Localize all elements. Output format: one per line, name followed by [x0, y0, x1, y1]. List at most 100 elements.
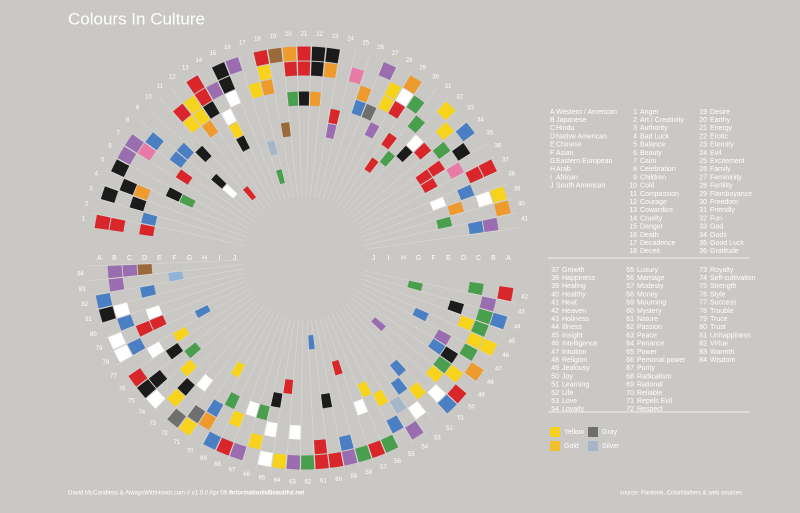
color-cell	[107, 265, 123, 279]
spoke	[270, 319, 295, 472]
color-cell	[314, 454, 329, 470]
topic-key-number: 4	[633, 133, 637, 140]
topic-key-number: 71	[626, 398, 634, 405]
spoke	[285, 319, 299, 474]
topic-key-name: Learning	[562, 382, 589, 389]
legend-swatch	[588, 427, 598, 437]
topic-number: 28	[406, 58, 413, 64]
spoke	[306, 319, 316, 474]
topic-key-number: 50	[551, 373, 559, 380]
topic-key-name: Energy	[710, 125, 733, 132]
topic-number: 13	[182, 66, 189, 72]
color-cell	[298, 91, 310, 106]
color-cell	[479, 296, 497, 312]
spoke	[132, 295, 256, 391]
topic-number: 59	[350, 474, 357, 480]
topic-number: 14	[195, 58, 202, 64]
topic-key-number: 84	[699, 357, 707, 364]
topic-key-number: 2	[633, 117, 637, 124]
topic-key-name: Cold	[640, 183, 655, 190]
color-cell	[425, 365, 444, 383]
color-cell	[446, 162, 464, 179]
topic-number: 2	[85, 201, 89, 207]
color-cell	[309, 91, 321, 107]
topic-number: 81	[85, 317, 92, 323]
color-cell	[364, 157, 379, 174]
topic-key-name: Authority	[640, 125, 668, 132]
color-cell	[136, 379, 156, 399]
topic-key-name: Success	[710, 300, 737, 307]
color-cell	[478, 159, 497, 178]
culture-name: Hindu	[556, 125, 574, 132]
color-cell	[187, 404, 206, 424]
topic-number: 49	[478, 392, 485, 398]
topic-number: 78	[103, 360, 110, 366]
topic-number: 58	[365, 470, 372, 476]
topic-key-name: Good Luck	[710, 240, 744, 247]
site-link[interactable]: InformationIsBeautiful.net	[230, 491, 304, 497]
culture-name: South American	[556, 183, 606, 190]
ring-letter: H	[202, 255, 207, 262]
topic-key-number: 56	[626, 275, 634, 282]
color-cell	[379, 150, 395, 167]
topic-number: 16	[224, 45, 231, 51]
topic-key-number: 65	[626, 349, 634, 356]
spoke	[281, 43, 298, 197]
color-cell	[94, 214, 111, 230]
color-cell	[165, 187, 183, 202]
color-cell	[196, 374, 213, 392]
spoke	[163, 304, 264, 423]
topic-key-name: Friendly	[710, 207, 735, 214]
color-cell	[475, 308, 493, 325]
topic-key-name: Heaven	[562, 308, 586, 315]
topic-key-name: Strength	[710, 283, 737, 290]
topic-key-name: Compassion	[640, 191, 679, 198]
color-cell	[368, 440, 386, 459]
culture-name: Asian	[556, 150, 574, 157]
topic-key-number: 3	[633, 125, 637, 132]
color-cell	[98, 306, 116, 323]
topic-key-number: 37	[551, 267, 559, 274]
spoke	[175, 307, 268, 432]
color-cell	[243, 186, 257, 201]
color-cell	[415, 169, 433, 185]
topic-number: 31	[445, 84, 452, 90]
color-cell	[179, 194, 196, 208]
culture-letter: D	[550, 133, 555, 140]
topic-key-number: 62	[626, 324, 634, 331]
spoke	[365, 227, 518, 250]
topic-key-number: 72	[626, 406, 634, 413]
color-cell	[186, 75, 205, 94]
topic-number: 84	[77, 272, 84, 278]
color-cell	[148, 369, 168, 389]
spoke	[335, 311, 415, 445]
topic-key-name: Decadence	[640, 240, 676, 247]
topic-number: 47	[495, 367, 502, 373]
spoke	[98, 276, 246, 325]
topic-number: 64	[274, 478, 281, 484]
topic-key-number: 30	[699, 199, 707, 206]
color-cell	[119, 178, 138, 195]
color-cell	[166, 388, 186, 408]
topic-key-name: Wisdom	[710, 357, 735, 364]
color-cell	[420, 178, 438, 194]
culture-letter: C	[550, 125, 555, 132]
color-cell	[228, 410, 245, 428]
topic-number: 68	[214, 462, 221, 468]
legend-label: Yellow	[564, 429, 585, 436]
color-cell	[408, 381, 427, 400]
color-cell	[355, 445, 372, 463]
topic-key-number: 9	[633, 174, 637, 181]
color-cell	[378, 62, 397, 81]
ring-letter: I	[388, 255, 390, 262]
topic-key-name: Repels Evil	[637, 398, 672, 405]
color-cell	[405, 420, 424, 440]
spoke	[310, 43, 327, 197]
color-cell	[206, 399, 224, 418]
topic-key-number: 25	[699, 158, 707, 165]
topic-number: 19	[269, 34, 276, 40]
spoke	[356, 143, 488, 226]
color-cell	[447, 201, 464, 216]
color-cell	[145, 305, 163, 320]
topic-number: 69	[200, 456, 207, 462]
